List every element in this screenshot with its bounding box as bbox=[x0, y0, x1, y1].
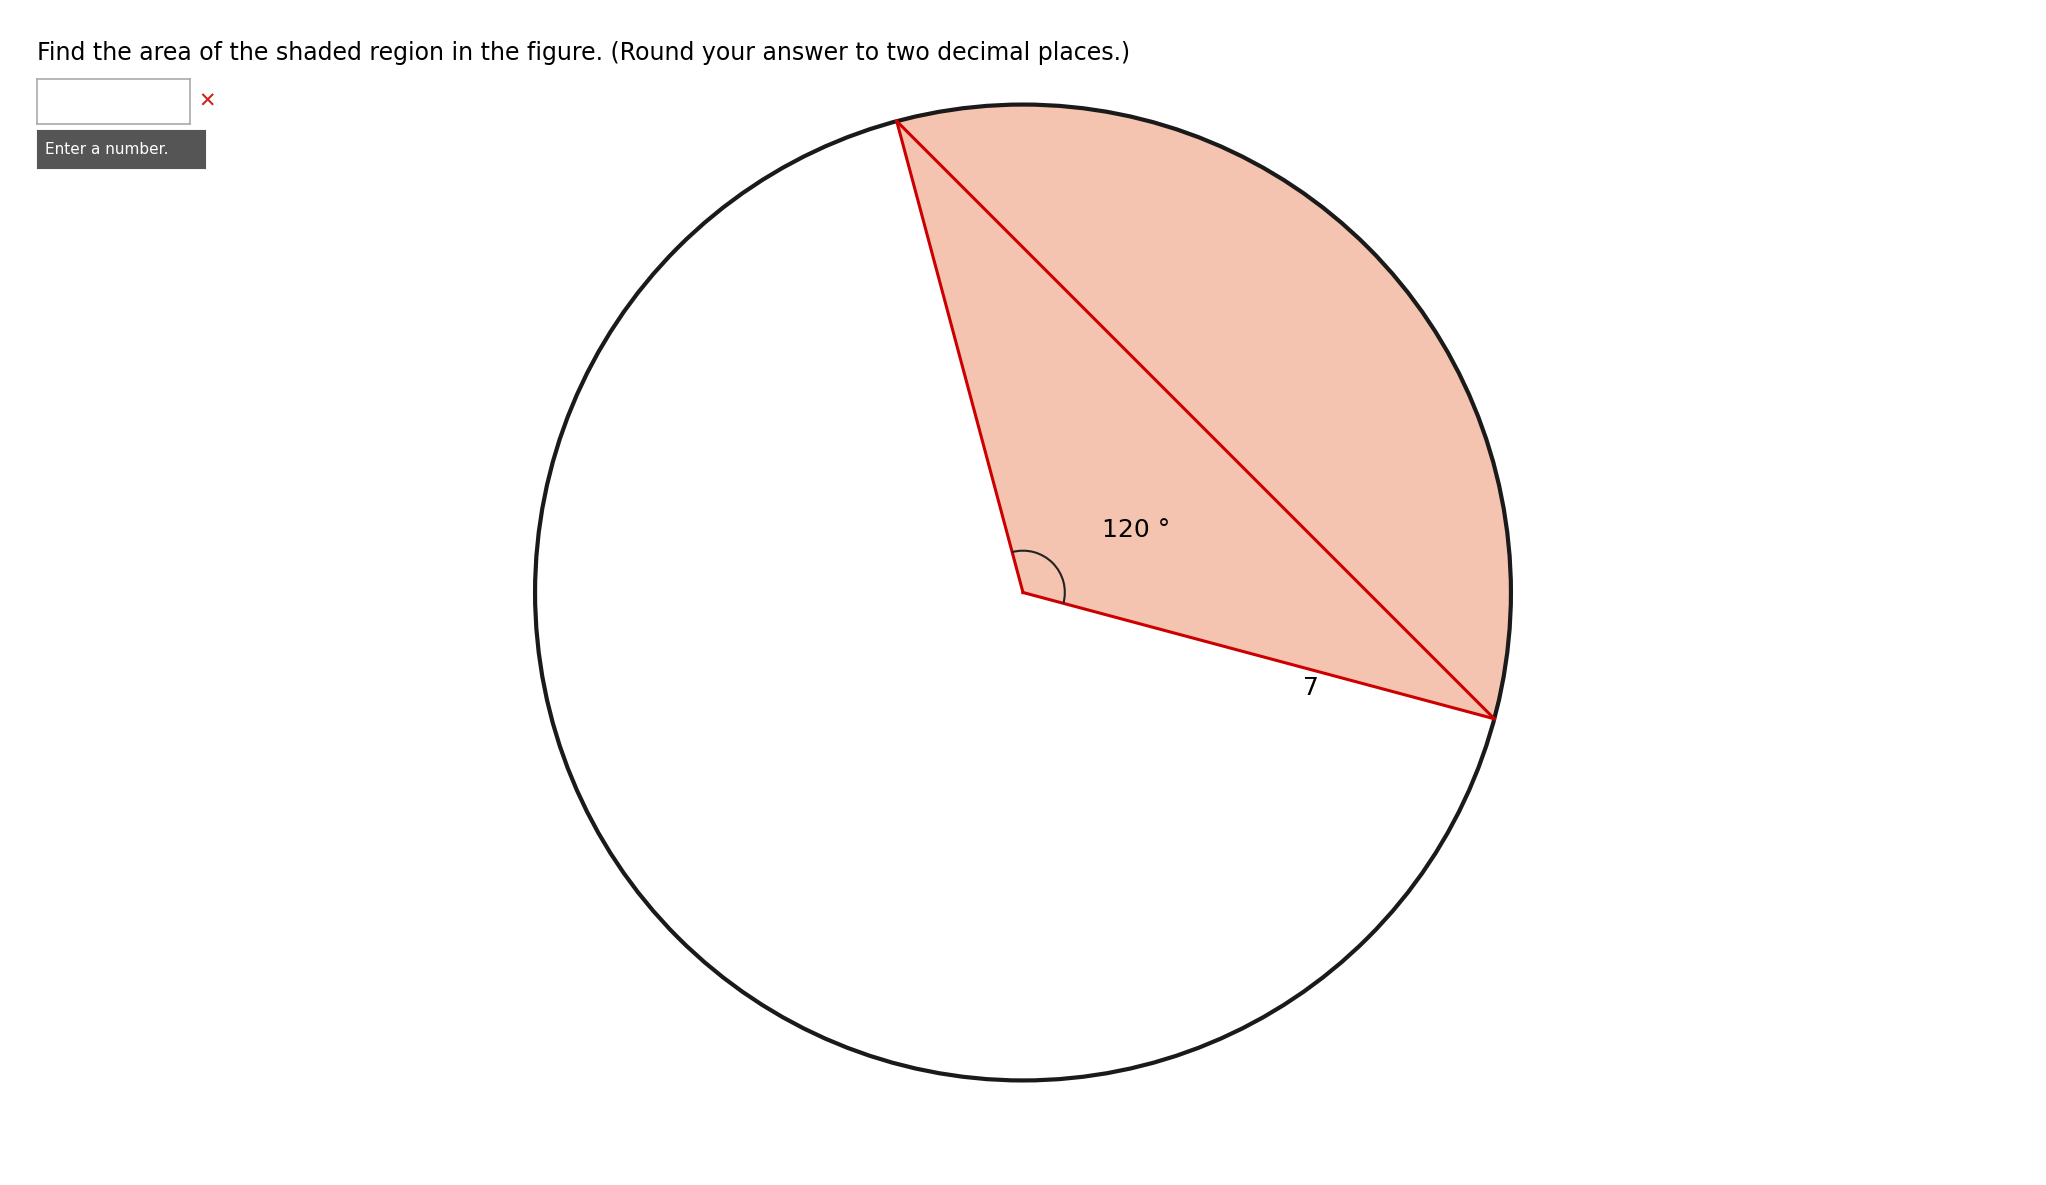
Text: Find the area of the shaded region in the figure. (Round your answer to two deci: Find the area of the shaded region in th… bbox=[37, 41, 1129, 65]
Text: 7: 7 bbox=[1303, 675, 1318, 699]
Text: Enter a number.: Enter a number. bbox=[45, 142, 168, 156]
Text: 120 °: 120 ° bbox=[1103, 519, 1170, 543]
Text: ✕: ✕ bbox=[198, 92, 217, 111]
Wedge shape bbox=[896, 104, 1510, 719]
